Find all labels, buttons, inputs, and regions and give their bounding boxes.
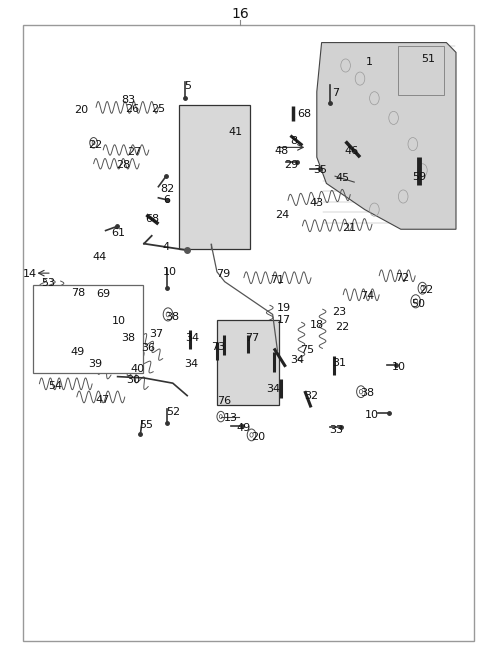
Text: 10: 10 bbox=[111, 316, 126, 326]
Text: 43: 43 bbox=[310, 198, 324, 208]
Text: 44: 44 bbox=[93, 252, 107, 263]
Text: 41: 41 bbox=[228, 127, 242, 138]
Text: 28: 28 bbox=[116, 160, 131, 170]
Text: 29: 29 bbox=[284, 160, 299, 170]
Text: 7: 7 bbox=[333, 88, 339, 98]
Bar bbox=[179, 105, 250, 249]
Text: 30: 30 bbox=[126, 375, 141, 385]
Text: 27: 27 bbox=[127, 147, 142, 157]
Text: 32: 32 bbox=[304, 390, 319, 401]
Text: 74: 74 bbox=[360, 291, 374, 301]
Text: 49: 49 bbox=[71, 347, 85, 358]
Text: 79: 79 bbox=[216, 269, 230, 279]
Text: 5: 5 bbox=[184, 81, 191, 92]
Text: 31: 31 bbox=[332, 358, 346, 368]
Text: 38: 38 bbox=[121, 333, 135, 343]
Text: 22: 22 bbox=[419, 284, 433, 295]
Text: 20: 20 bbox=[251, 432, 265, 442]
Text: 22: 22 bbox=[336, 322, 350, 333]
Text: 14: 14 bbox=[23, 269, 37, 279]
Text: 36: 36 bbox=[141, 343, 155, 354]
Text: 68: 68 bbox=[145, 214, 160, 225]
Bar bbox=[398, 46, 444, 95]
Text: 24: 24 bbox=[275, 210, 289, 220]
Text: 46: 46 bbox=[345, 145, 359, 156]
Text: 13: 13 bbox=[224, 413, 238, 423]
Text: 45: 45 bbox=[335, 173, 349, 183]
Text: 61: 61 bbox=[111, 228, 126, 238]
Text: 10: 10 bbox=[365, 410, 379, 421]
Polygon shape bbox=[317, 43, 456, 229]
Text: 16: 16 bbox=[231, 7, 249, 22]
Text: 37: 37 bbox=[149, 329, 163, 339]
Text: 34: 34 bbox=[185, 333, 199, 343]
Text: 18: 18 bbox=[310, 320, 324, 330]
Text: 10: 10 bbox=[163, 267, 177, 278]
Text: 47: 47 bbox=[95, 394, 109, 405]
Text: 40: 40 bbox=[130, 364, 144, 375]
Text: 6: 6 bbox=[164, 195, 170, 206]
Text: 82: 82 bbox=[160, 184, 174, 195]
Text: 33: 33 bbox=[329, 424, 343, 435]
Text: 23: 23 bbox=[332, 307, 346, 317]
Text: 21: 21 bbox=[342, 223, 357, 233]
Text: 53: 53 bbox=[41, 278, 55, 288]
Text: 10: 10 bbox=[391, 362, 406, 372]
Text: 4: 4 bbox=[162, 242, 169, 252]
Text: 49: 49 bbox=[236, 422, 251, 433]
Text: 83: 83 bbox=[121, 94, 136, 105]
Text: 26: 26 bbox=[125, 104, 139, 115]
Bar bbox=[33, 285, 143, 373]
Text: 55: 55 bbox=[139, 420, 154, 430]
Text: 20: 20 bbox=[74, 105, 89, 115]
Text: 38: 38 bbox=[360, 388, 374, 398]
Text: 73: 73 bbox=[211, 342, 226, 352]
Text: 59: 59 bbox=[412, 172, 427, 182]
Text: 69: 69 bbox=[96, 289, 110, 299]
Text: 17: 17 bbox=[277, 314, 291, 325]
Text: 77: 77 bbox=[245, 333, 260, 343]
Text: 8: 8 bbox=[290, 136, 297, 147]
Bar bbox=[217, 320, 279, 405]
Text: 51: 51 bbox=[421, 54, 436, 64]
Text: 34: 34 bbox=[290, 355, 304, 365]
Text: 50: 50 bbox=[411, 299, 426, 309]
Text: 52: 52 bbox=[166, 407, 180, 417]
Text: 39: 39 bbox=[88, 359, 103, 369]
Text: 76: 76 bbox=[217, 396, 231, 406]
Text: 22: 22 bbox=[88, 140, 102, 150]
Text: 35: 35 bbox=[313, 165, 328, 176]
Text: 19: 19 bbox=[277, 303, 291, 313]
Text: 38: 38 bbox=[165, 312, 179, 322]
Text: 78: 78 bbox=[71, 288, 85, 298]
Text: 68: 68 bbox=[298, 109, 312, 119]
Text: 1: 1 bbox=[366, 57, 373, 67]
Text: 34: 34 bbox=[184, 359, 199, 369]
Text: 72: 72 bbox=[395, 272, 409, 283]
Text: 48: 48 bbox=[274, 146, 288, 157]
Text: 34: 34 bbox=[266, 384, 280, 394]
Text: 25: 25 bbox=[151, 104, 166, 115]
Text: 75: 75 bbox=[300, 345, 314, 355]
Text: 71: 71 bbox=[270, 274, 285, 285]
Text: 54: 54 bbox=[48, 381, 62, 392]
